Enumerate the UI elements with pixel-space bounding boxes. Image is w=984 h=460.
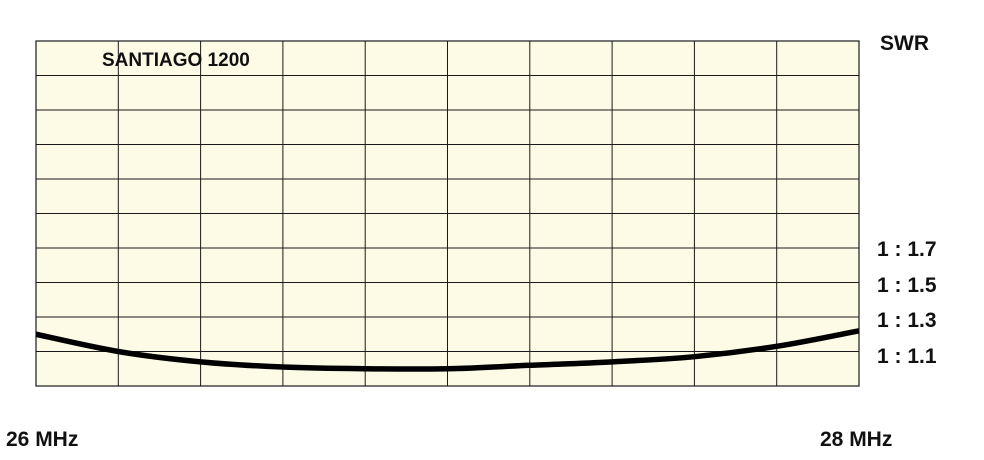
y-tick-label: 1 : 1.3	[877, 309, 937, 332]
swr-curve	[35, 328, 860, 372]
y-tick-label: 1 : 1.5	[877, 274, 937, 297]
grid	[36, 41, 859, 386]
y-tick-label: 1 : 1.7	[877, 238, 937, 261]
x-end-label: 28 MHz	[820, 428, 892, 451]
y-tick-label: 1 : 1.1	[877, 345, 937, 368]
chart-title: SANTIAGO 1200	[102, 50, 250, 71]
y-axis-label: SWR	[880, 32, 929, 55]
y-tick-labels: 1 : 1.7 1 : 1.5 1 : 1.3 1 : 1.1	[877, 238, 937, 368]
x-start-label: 26 MHz	[6, 428, 78, 451]
